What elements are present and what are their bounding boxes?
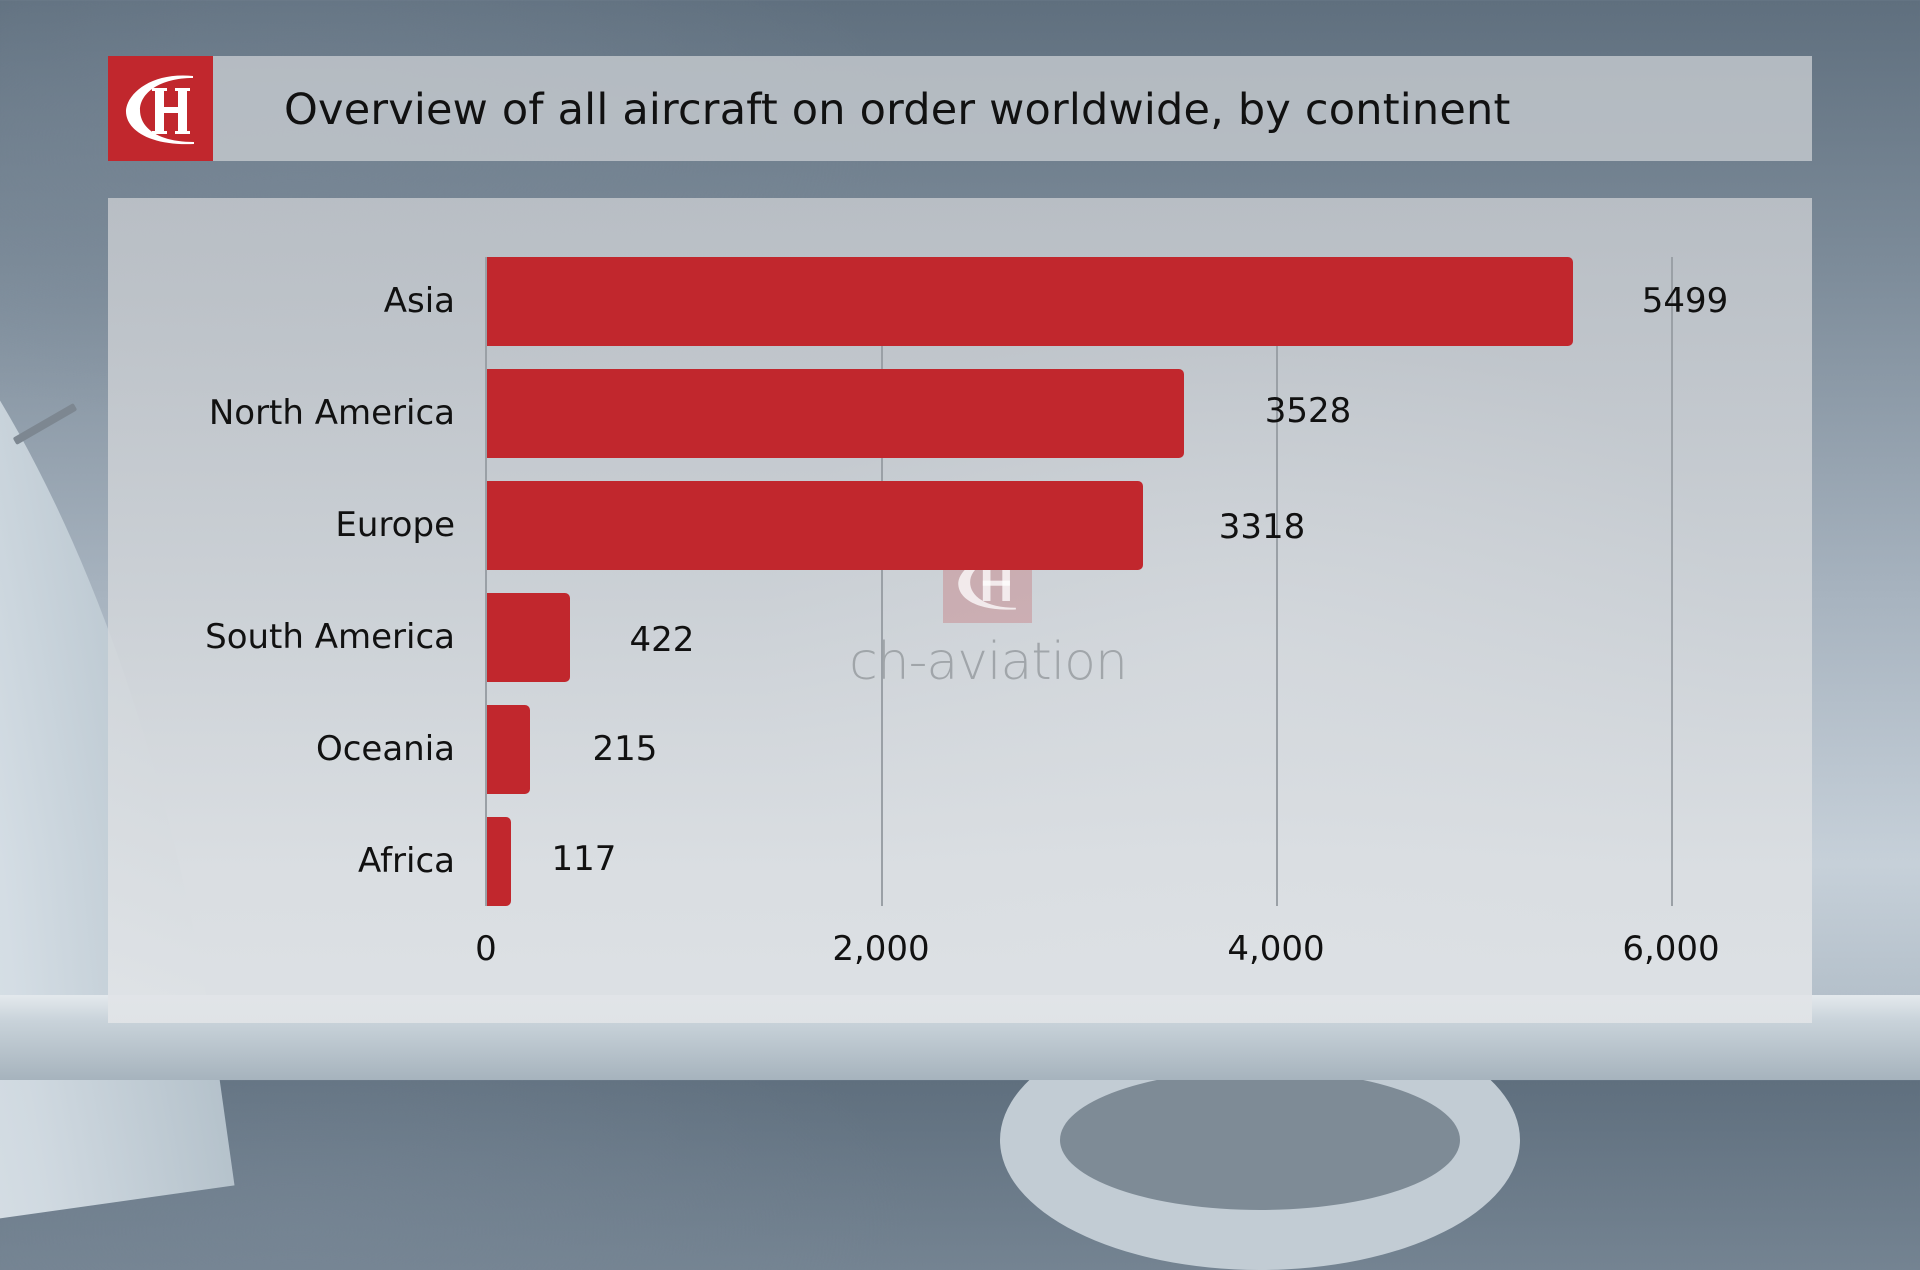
header-panel <box>108 56 1812 161</box>
background-aircraft-detail <box>12 403 78 445</box>
value-label: 422 <box>629 620 695 660</box>
bar-north-america <box>487 369 1184 458</box>
category-label: North America <box>208 393 455 433</box>
category-label: South America <box>205 617 455 657</box>
bar-asia <box>487 257 1573 346</box>
bar-south-america <box>487 593 570 682</box>
value-label: 5499 <box>1641 281 1729 321</box>
axis-line-zero <box>485 257 487 906</box>
x-tick-label: 2,000 <box>832 929 930 969</box>
bar-oceania <box>487 705 530 794</box>
gridline-6000 <box>1671 257 1673 906</box>
value-label: 3528 <box>1264 391 1352 431</box>
x-tick-label: 4,000 <box>1227 929 1325 969</box>
ch-aviation-logo-icon <box>108 56 213 161</box>
value-label: 3318 <box>1218 507 1306 547</box>
category-label: Europe <box>335 505 455 545</box>
gridline-4000 <box>1276 257 1278 906</box>
watermark-text: ch-aviation <box>849 632 1128 692</box>
value-label: 117 <box>551 839 617 879</box>
category-label: Africa <box>358 841 455 881</box>
bar-europe <box>487 481 1143 570</box>
x-tick-label: 6,000 <box>1622 929 1720 969</box>
chart-title: Overview of all aircraft on order worldw… <box>284 85 1511 135</box>
bar-africa <box>487 817 511 906</box>
gridline-2000 <box>881 257 883 906</box>
category-label: Asia <box>383 281 455 321</box>
value-label: 215 <box>592 729 658 769</box>
category-label: Oceania <box>315 729 455 769</box>
x-tick-label: 0 <box>475 929 497 969</box>
